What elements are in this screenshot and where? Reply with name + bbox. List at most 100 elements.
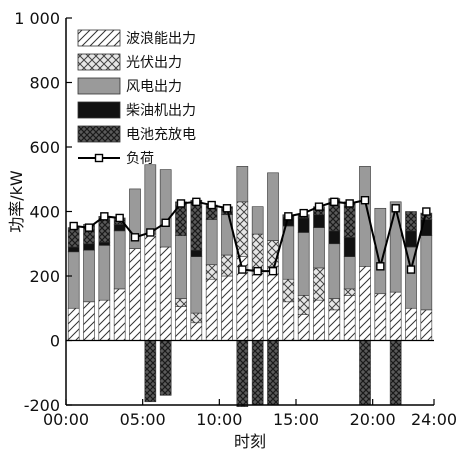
- load-marker: [376, 262, 385, 271]
- legend-label: 风电出力: [126, 79, 182, 95]
- bar-segment: [267, 240, 279, 267]
- bar-segment: [113, 230, 126, 290]
- bar-segment: [374, 207, 387, 295]
- bar-segment: [405, 230, 417, 248]
- load-marker: [268, 266, 278, 276]
- load-marker: [284, 212, 293, 221]
- load-marker: [345, 199, 354, 208]
- x-tick-label: 20:00: [350, 410, 396, 429]
- y-tick-label: 800: [29, 74, 60, 93]
- bar-segment: [420, 309, 433, 341]
- bar-segment: [389, 201, 402, 293]
- load-marker: [146, 228, 155, 237]
- load-marker: [192, 197, 201, 207]
- bar-segment: [313, 214, 325, 228]
- load-marker: [222, 204, 232, 213]
- y-tick-label: 1 000: [14, 9, 60, 28]
- bar-segment: [267, 340, 279, 406]
- bar-segment: [328, 298, 341, 311]
- load-marker: [207, 200, 216, 210]
- bar-segment: [420, 235, 433, 311]
- bar-segment: [313, 227, 325, 269]
- bar-segment: [221, 254, 233, 277]
- legend-swatch: [77, 53, 121, 71]
- load-marker: [176, 199, 186, 208]
- load-marker: [84, 223, 94, 232]
- bar-segment: [359, 266, 371, 341]
- bar-segment: [113, 288, 126, 341]
- bar-segment: [389, 291, 402, 341]
- legend-label: 电池充放电: [126, 127, 196, 143]
- bar-segment: [297, 217, 310, 233]
- bar-segment: [374, 293, 387, 341]
- load-marker: [69, 221, 78, 231]
- bar-segment: [389, 340, 402, 406]
- bar-segment: [190, 249, 203, 257]
- y-tick-label: 0: [50, 332, 60, 351]
- load-layer: [69, 196, 431, 276]
- y-tick-label: 200: [29, 267, 60, 286]
- bar-segment: [313, 267, 325, 301]
- y-tick-label: 600: [29, 138, 60, 157]
- load-marker: [253, 266, 262, 276]
- bar-segment: [190, 312, 203, 324]
- bar-segment: [67, 307, 80, 341]
- bar-segment: [359, 340, 371, 406]
- legend-swatch: [77, 77, 121, 95]
- axes-layer: -200 0 200 400 600 800 1 000 00:00 05:00 10:00 15:…: [7, 9, 457, 451]
- legend-swatch: [77, 125, 121, 143]
- load-marker: [314, 202, 324, 211]
- bar-segment: [98, 245, 111, 301]
- bar-segment: [159, 169, 172, 248]
- y-tick-label: 400: [29, 203, 60, 222]
- bar-segment: [205, 264, 218, 280]
- load-marker: [299, 208, 308, 218]
- bar-segment: [313, 299, 325, 341]
- bar-segment: [190, 199, 203, 251]
- x-tick-label: 00:00: [43, 410, 89, 429]
- bar-segment: [297, 232, 310, 296]
- load-marker: [330, 197, 339, 207]
- legend-label: 光伏出力: [126, 55, 182, 71]
- legend-swatch: [77, 29, 121, 47]
- bar-segment: [83, 301, 95, 341]
- legend-load-marker: [94, 153, 104, 163]
- bar-segment: [129, 188, 141, 249]
- bar-segment: [236, 340, 249, 407]
- bar-segment: [67, 227, 80, 248]
- bar-segment: [359, 166, 371, 267]
- bar-segment: [190, 322, 203, 341]
- bar-segment: [297, 295, 310, 316]
- bar-segment: [343, 288, 356, 296]
- x-tick-label: 24:00: [411, 410, 457, 429]
- y-tick-label: -200: [24, 396, 60, 415]
- x-tick-label: 05:00: [120, 410, 166, 429]
- bar-segment: [251, 206, 264, 235]
- bar-segment: [267, 266, 279, 341]
- bar-segment: [67, 246, 80, 253]
- bar-segment: [144, 340, 157, 403]
- bar-segment: [282, 225, 295, 280]
- bar-segment: [251, 340, 264, 406]
- load-marker: [115, 213, 124, 223]
- bar-segment: [129, 248, 141, 341]
- bar-segment: [205, 219, 218, 266]
- bar-segment: [236, 166, 249, 203]
- bar-segment: [113, 224, 126, 232]
- bar-segment: [328, 230, 341, 245]
- bar-segment: [297, 314, 310, 341]
- bar-segment: [282, 301, 295, 341]
- bar-segment: [144, 164, 157, 235]
- x-axis-title: 时刻: [234, 432, 266, 451]
- legend-label: 波浪能出力: [126, 31, 196, 47]
- bar-segment: [175, 298, 187, 307]
- bar-segment: [159, 340, 172, 396]
- load-marker: [391, 204, 400, 213]
- load-marker: [406, 265, 416, 274]
- legend-label: 柴油机出力: [126, 103, 196, 119]
- bar-segment: [328, 309, 341, 341]
- bar-segment: [205, 278, 218, 341]
